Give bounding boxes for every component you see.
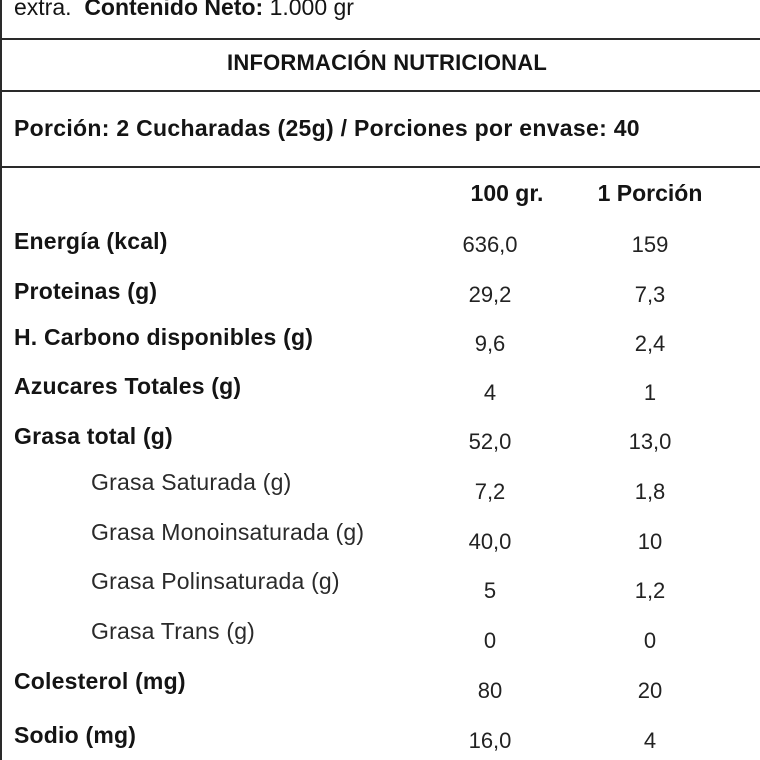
nutrient-row-saturated-fat: Grasa Saturada (g) 7,2 1,8 <box>2 469 760 509</box>
value-per-100g: 7,2 <box>474 479 506 504</box>
value-per-100g: 52,0 <box>468 429 512 454</box>
value-per-100g: 4 <box>483 380 497 405</box>
nutrient-row-energy: Energía (kcal) 636,0 159 <box>2 228 760 268</box>
nutrient-row-sodium: Sodio (mg) 16,0 4 <box>2 722 760 760</box>
nutrient-row-polyunsaturated-fat: Grasa Polinsaturada (g) 5 1,2 <box>2 568 760 608</box>
net-content-line: extra. Contenido Neto: 1.000 gr <box>14 0 354 21</box>
value-per-portion: 1 <box>643 380 657 405</box>
extra-text: extra. <box>14 0 72 20</box>
divider <box>2 38 760 40</box>
net-content-value: 1.000 gr <box>269 0 354 20</box>
table-title: INFORMACIÓN NUTRICIONAL <box>227 50 547 75</box>
value-per-portion: 2,4 <box>634 331 666 356</box>
nutrient-name: Colesterol (mg) <box>14 668 186 694</box>
nutrient-row-carbohydrates: H. Carbono disponibles (g) 9,6 2,4 <box>2 324 760 364</box>
nutrient-name: Grasa Monoinsaturada (g) <box>91 519 365 545</box>
value-per-100g: 0 <box>483 628 497 653</box>
nutrient-row-cholesterol: Colesterol (mg) 80 20 <box>2 668 760 708</box>
value-per-portion: 159 <box>631 232 669 257</box>
nutrient-name: Sodio (mg) <box>14 722 137 748</box>
value-per-portion: 0 <box>643 628 657 653</box>
value-per-100g: 29,2 <box>468 282 512 307</box>
value-per-100g: 16,0 <box>468 728 512 753</box>
value-per-100g: 9,6 <box>474 331 506 356</box>
nutrient-name: H. Carbono disponibles (g) <box>14 324 314 350</box>
nutrient-name: Grasa Polinsaturada (g) <box>91 568 340 594</box>
value-per-portion: 1,2 <box>634 578 666 603</box>
value-per-portion: 1,8 <box>634 479 666 504</box>
value-per-portion: 20 <box>637 678 663 703</box>
nutrient-name: Proteinas (g) <box>14 278 158 304</box>
nutrient-row-monounsaturated-fat: Grasa Monoinsaturada (g) 40,0 10 <box>2 519 760 559</box>
value-per-portion: 10 <box>637 529 663 554</box>
value-per-portion: 4 <box>643 728 657 753</box>
nutrient-name: Energía (kcal) <box>14 228 168 254</box>
column-header-100g: 100 gr. <box>470 180 544 206</box>
nutrient-name: Azucares Totales (g) <box>14 373 242 399</box>
nutrient-row-sugars: Azucares Totales (g) 4 1 <box>2 373 760 413</box>
nutrient-name: Grasa Trans (g) <box>91 618 256 644</box>
nutrient-name: Grasa Saturada (g) <box>91 469 292 495</box>
divider <box>2 166 760 168</box>
nutrient-name: Grasa total (g) <box>14 423 173 449</box>
net-content-label: Contenido Neto: <box>84 0 264 20</box>
value-per-100g: 5 <box>483 578 497 603</box>
column-header-portion: 1 Porción <box>597 180 703 206</box>
value-per-portion: 7,3 <box>634 282 666 307</box>
value-per-100g: 80 <box>477 678 503 703</box>
serving-info: Porción: 2 Cucharadas (25g) / Porciones … <box>14 115 640 141</box>
value-per-portion: 13,0 <box>628 429 672 454</box>
nutrient-row-protein: Proteinas (g) 29,2 7,3 <box>2 278 760 318</box>
divider <box>2 90 760 92</box>
value-per-100g: 40,0 <box>468 529 512 554</box>
nutrient-row-trans-fat: Grasa Trans (g) 0 0 <box>2 618 760 658</box>
nutrient-row-total-fat: Grasa total (g) 52,0 13,0 <box>2 423 760 463</box>
value-per-100g: 636,0 <box>462 232 518 257</box>
